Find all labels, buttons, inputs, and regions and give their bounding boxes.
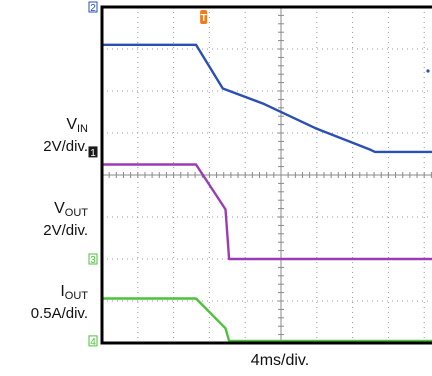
channel-marker-label: 2 [90,3,96,14]
label-iout: IOUT 0.5A/div. [0,283,88,322]
x-axis-label: 4ms/div. [250,352,310,369]
channel-marker-label: 1 [90,148,96,159]
label-vin-sub: IN [77,123,88,135]
channel-marker-label: 3 [90,255,96,266]
label-iout-scale: 0.5A/div. [30,305,88,322]
trigger-marker-label: T [201,13,207,24]
label-iout-sub: OUT [64,290,88,302]
label-vout-scale: 2V/div. [43,222,88,239]
label-vout: VOUT 2V/div. [10,200,88,239]
plot-grid [101,6,432,344]
label-vin-name: V [66,116,77,133]
level-indicator [426,69,430,73]
channel-marker-label: 4 [90,337,96,348]
channel-marker-2 [88,1,98,13]
trace-channel-3 [102,297,432,343]
trigger-marker [200,10,208,24]
plot-traces [102,43,432,343]
label-iout-name: I [60,283,65,300]
label-vout-sub: OUT [64,207,88,219]
channel-marker-3 [88,253,98,265]
trace-channel-2 [102,43,432,154]
label-vout-name: V [54,200,65,217]
label-vin-scale: 2V/div. [43,138,88,155]
trace-channel-1 [102,163,432,261]
plot-frame [100,5,432,345]
channel-marker-4 [88,335,98,347]
channel-marker-1 [88,146,98,158]
label-vin: VIN 2V/div. [10,116,88,155]
channel-markers: 2 1 3 4 T [88,1,430,348]
